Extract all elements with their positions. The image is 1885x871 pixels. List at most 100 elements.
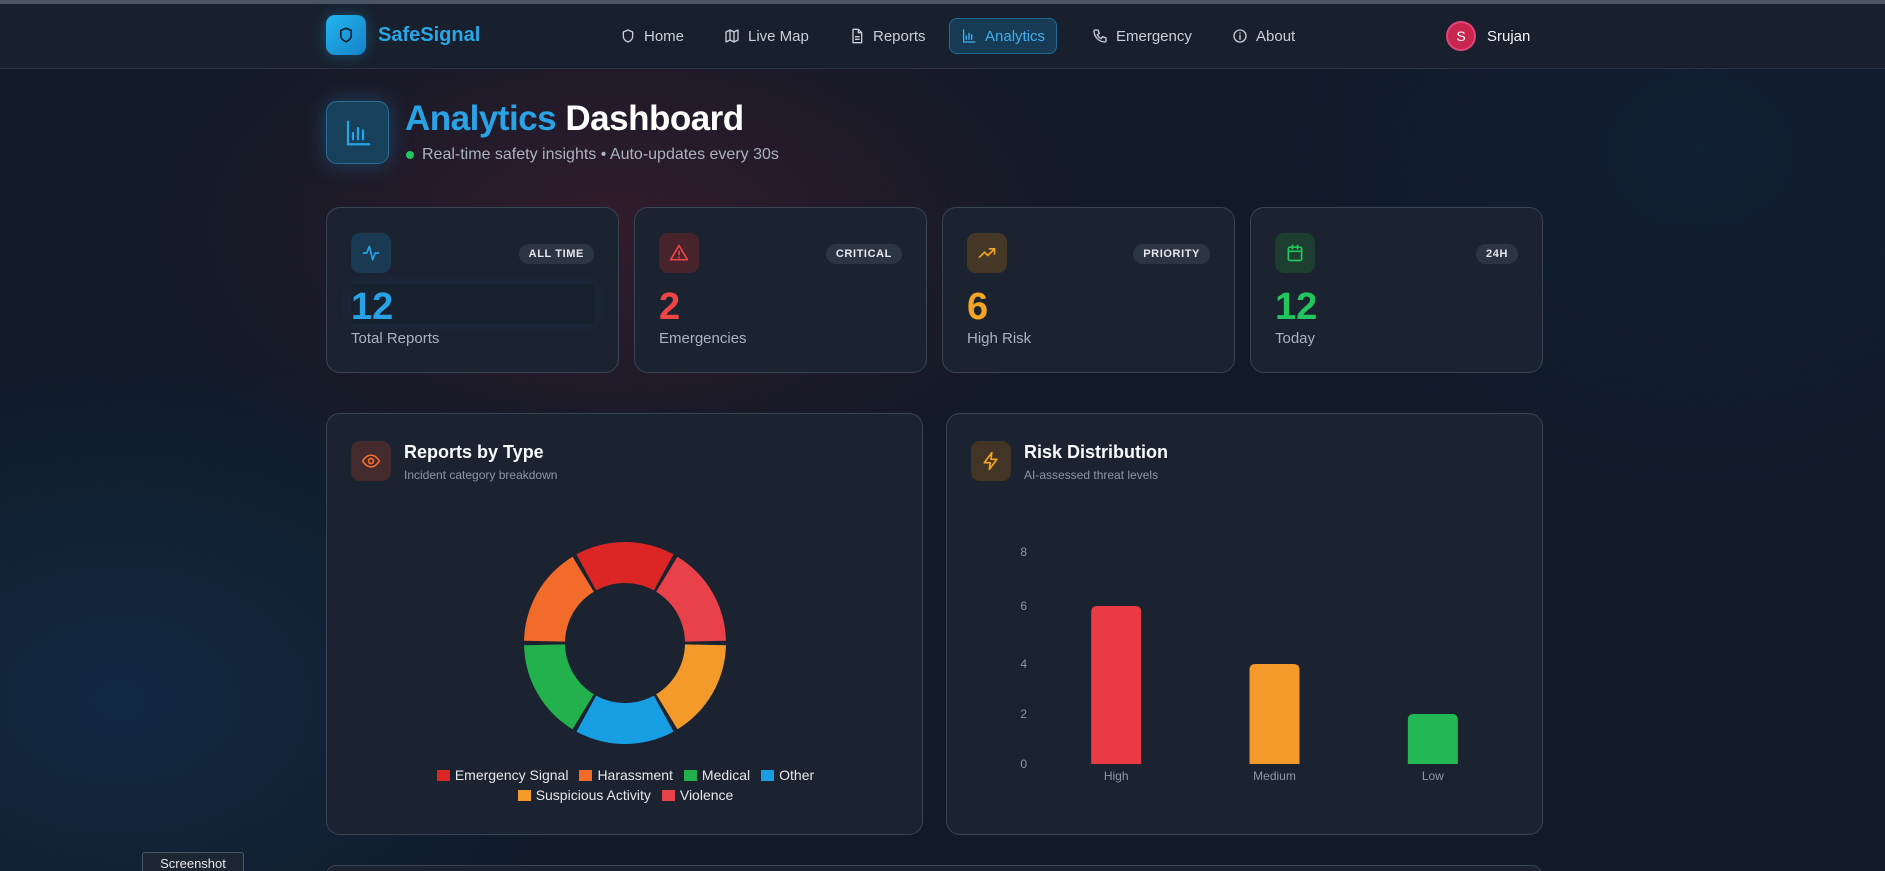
donut-slice-suspicious-activity[interactable]	[656, 644, 726, 730]
shield-icon	[339, 27, 353, 43]
legend-swatch	[661, 789, 675, 801]
x-tick-label: High	[1104, 769, 1129, 783]
risk-distribution-panel: Risk Distribution AI-assessed threat lev…	[946, 413, 1543, 835]
stat-badge: ALL TIME	[518, 244, 594, 264]
nav-analytics[interactable]: Analytics	[949, 18, 1058, 54]
bar-low[interactable]	[1407, 714, 1458, 764]
legend-label: Other	[779, 767, 815, 783]
info-icon	[1233, 29, 1247, 43]
donut-legend: Emergency Signal Harassment Medical Other Su…	[327, 767, 924, 803]
panel-subtitle: AI-assessed threat levels	[1024, 468, 1159, 482]
nav-live-map-label: Live Map	[748, 27, 809, 45]
live-status-dot	[406, 151, 414, 159]
stat-icon-box	[1275, 233, 1315, 273]
nav-live-map[interactable]: Live Map	[713, 18, 820, 54]
alert-triangle-icon	[669, 244, 689, 261]
legend-label: Medical	[701, 767, 751, 783]
bar-high[interactable]	[1091, 606, 1142, 764]
stat-label: Today	[1275, 330, 1316, 347]
avatar[interactable]: S	[1446, 21, 1476, 51]
stat-label: Emergencies	[659, 330, 747, 347]
page-title: Analytics Dashboard	[405, 99, 744, 139]
reports-by-type-panel: Reports by Type Incident category breakd…	[326, 413, 923, 835]
stat-label: High Risk	[967, 330, 1032, 347]
screenshot-button[interactable]: Screenshot	[142, 852, 244, 871]
panel-title: Risk Distribution	[1024, 442, 1169, 462]
app-name[interactable]: SafeSignal	[378, 24, 481, 46]
donut-slice-harassment[interactable]	[524, 556, 594, 642]
legend-item-other[interactable]: Other	[761, 767, 814, 783]
legend-item-emergency-signal[interactable]: Emergency Signal	[436, 767, 569, 783]
nav-analytics-label: Analytics	[985, 27, 1046, 45]
panel-icon-box	[351, 441, 391, 481]
legend-swatch	[579, 769, 593, 781]
donut-slice-violence[interactable]	[656, 556, 726, 642]
legend-label: Harassment	[597, 767, 673, 783]
bar-chart-icon	[963, 29, 976, 43]
nav-about-label: About	[1256, 27, 1296, 45]
x-tick-label: Low	[1422, 769, 1444, 783]
y-tick-label: 2	[1020, 707, 1027, 721]
nav-emergency-label: Emergency	[1116, 27, 1192, 45]
stat-icon-box	[659, 233, 699, 273]
nav-emergency[interactable]: Emergency	[1081, 18, 1203, 54]
legend-label: Emergency Signal	[454, 767, 569, 783]
analytics-header-icon-box	[326, 101, 389, 164]
page-subtitle-text: Real-time safety insights • Auto-updates…	[422, 146, 779, 163]
stat-badge: CRITICAL	[825, 244, 902, 264]
stat-value: 6	[967, 286, 989, 328]
eye-icon	[361, 454, 381, 468]
zap-icon	[983, 451, 998, 471]
legend-item-suspicious-activity[interactable]: Suspicious Activity	[517, 787, 651, 803]
y-tick-label: 4	[1020, 657, 1027, 671]
nav-about[interactable]: About	[1221, 18, 1306, 54]
nav-home-label: Home	[644, 27, 685, 45]
page-title-rest: Dashboard	[565, 99, 744, 138]
stat-icon-box	[967, 233, 1007, 273]
shield-icon	[622, 29, 634, 43]
legend-swatch	[517, 789, 531, 801]
stat-card-high-risk: PRIORITY 6 High Risk	[942, 207, 1235, 373]
legend-label: Suspicious Activity	[535, 787, 651, 803]
calendar-icon	[1287, 244, 1303, 262]
legend-item-harassment[interactable]: Harassment	[579, 767, 673, 783]
window-top-border	[0, 0, 1885, 4]
stat-badge: 24H	[1476, 244, 1518, 264]
y-tick-label: 8	[1020, 545, 1027, 559]
legend-label: Violence	[679, 787, 734, 803]
y-tick-label: 6	[1020, 599, 1027, 613]
stat-badge: PRIORITY	[1133, 244, 1210, 264]
legend-swatch	[436, 769, 450, 781]
legend-item-violence[interactable]: Violence	[661, 787, 734, 803]
donut-slice-emergency-signal[interactable]	[576, 542, 674, 591]
panel-title: Reports by Type	[404, 442, 544, 462]
donut-slice-medical[interactable]	[524, 644, 594, 730]
navbar: SafeSignal Home Live Map Reports Analyti…	[0, 4, 1885, 69]
bar-medium[interactable]	[1249, 664, 1300, 764]
bar-chart: 0 2 4 6 8 High Medium Low	[1020, 545, 1458, 783]
phone-icon	[1093, 29, 1107, 43]
nav-reports[interactable]: Reports	[838, 18, 937, 54]
stat-value: 12	[351, 286, 394, 328]
app-logo[interactable]	[326, 15, 366, 55]
legend-swatch	[683, 769, 697, 781]
username[interactable]: Srujan	[1487, 28, 1531, 45]
page-subtitle: Real-time safety insights • Auto-updates…	[406, 146, 779, 164]
stat-card-today: 24H 12 Today	[1250, 207, 1543, 373]
legend-item-medical[interactable]: Medical	[683, 767, 751, 783]
nav-reports-label: Reports	[873, 27, 926, 45]
value-highlight	[351, 284, 595, 324]
legend-swatch	[761, 769, 775, 781]
stat-value: 12	[1275, 286, 1318, 328]
activity-icon	[362, 245, 380, 261]
stat-label: Total Reports	[351, 330, 440, 347]
trending-up-icon	[978, 248, 996, 258]
nav-home[interactable]: Home	[609, 18, 695, 54]
stat-value: 2	[659, 286, 681, 328]
x-tick-label: Medium	[1253, 769, 1296, 783]
stat-card-emergencies: CRITICAL 2 Emergencies	[634, 207, 927, 373]
map-icon	[725, 29, 739, 43]
donut-chart	[524, 542, 726, 744]
donut-slice-other[interactable]	[576, 695, 674, 744]
document-icon	[852, 28, 863, 44]
